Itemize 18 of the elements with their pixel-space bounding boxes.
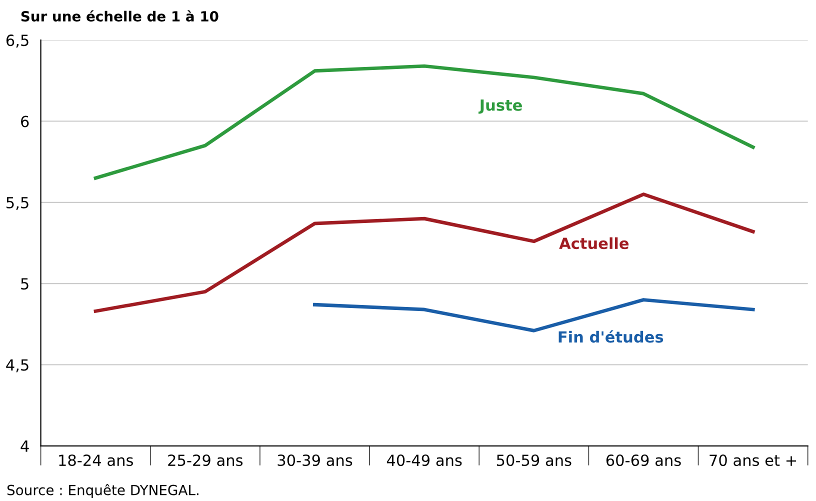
x-tick-label: 70 ans et +: [710, 454, 796, 466]
y-tick-label: 5: [21, 278, 28, 290]
series-label: Juste: [478, 100, 522, 114]
y-tick-label: 5,5: [6, 197, 28, 210]
chart-title: Sur une échelle de 1 à 10: [21, 10, 218, 22]
y-tick-label: 6: [21, 116, 29, 128]
y-tick-label: 4: [20, 440, 29, 452]
x-tick-label: 30-39 ans: [278, 454, 352, 466]
y-tick-label: 4,5: [6, 359, 28, 372]
y-tick-label: 6,5: [6, 34, 28, 48]
x-tick-label: 18-24 ans: [59, 454, 133, 466]
series-label: Fin d'études: [558, 330, 664, 343]
source-note: Source : Enquête DYNEGAL.: [7, 484, 198, 498]
x-tick-label: 50-59 ans: [496, 454, 572, 466]
x-tick-label: 60-69 ans: [606, 454, 681, 466]
series-label: Actuelle: [559, 237, 629, 250]
x-tick-label: 25-29 ans: [168, 454, 243, 466]
x-tick-label: 40-49 ans: [386, 454, 462, 466]
